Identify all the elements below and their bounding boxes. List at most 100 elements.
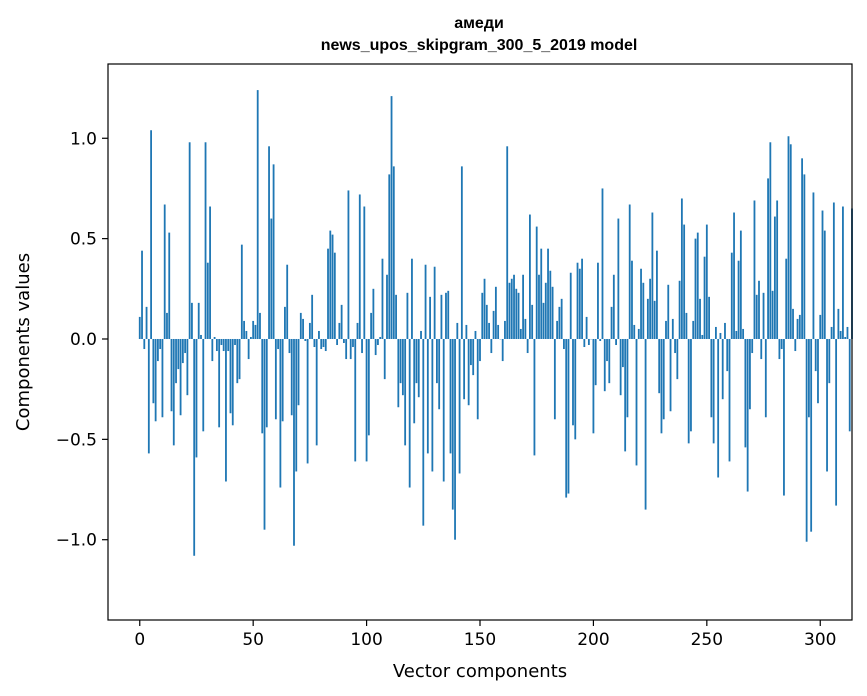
- bar-175: [535, 226, 538, 339]
- bar-11: [163, 204, 166, 339]
- bar-221: [640, 268, 642, 339]
- bar-39: [227, 338, 230, 352]
- bar-171: [526, 338, 529, 354]
- bar-188: [565, 338, 568, 498]
- bar-271: [753, 200, 756, 339]
- bar-229: [658, 338, 661, 394]
- bar-104: [374, 338, 377, 356]
- bar-195: [581, 258, 583, 339]
- bar-95: [354, 338, 357, 462]
- bar-87: [336, 338, 338, 346]
- bar-7: [154, 338, 157, 422]
- bar-279: [771, 290, 774, 339]
- bar-286: [787, 136, 790, 339]
- bar-190: [569, 272, 572, 339]
- bar-2: [143, 338, 146, 350]
- bar-86: [333, 252, 336, 339]
- bar-25: [195, 338, 198, 458]
- bar-219: [635, 338, 638, 466]
- bar-287: [789, 144, 792, 339]
- bar-285: [785, 258, 788, 339]
- bar-54: [261, 338, 264, 434]
- bar-275: [762, 292, 765, 339]
- bar-63: [281, 338, 284, 422]
- bar-154: [488, 322, 490, 339]
- bar-130: [433, 266, 436, 339]
- bar-35: [218, 338, 221, 428]
- bar-121: [413, 338, 416, 424]
- bar-33: [213, 336, 216, 339]
- bar-276: [764, 338, 767, 418]
- bar-80: [320, 338, 323, 350]
- bar-99: [363, 206, 366, 339]
- bar-165: [513, 274, 515, 339]
- bar-256: [719, 332, 722, 339]
- bar-298: [814, 338, 817, 372]
- bar-205: [603, 338, 606, 392]
- bar-144: [465, 324, 468, 339]
- bar-129: [431, 338, 434, 472]
- bar-260: [728, 338, 731, 462]
- bar-56: [265, 338, 268, 428]
- chart-title: амеди: [454, 15, 504, 32]
- bar-288: [792, 308, 794, 339]
- bar-264: [737, 260, 740, 339]
- bar-120: [411, 258, 413, 339]
- bar-46: [243, 320, 245, 339]
- bar-197: [585, 316, 588, 339]
- bar-136: [447, 290, 450, 339]
- bar-308: [837, 308, 840, 339]
- bar-15: [172, 338, 175, 446]
- bar-116: [401, 338, 404, 396]
- bar-284: [783, 338, 785, 496]
- bar-204: [601, 188, 604, 339]
- bar-83: [327, 248, 329, 339]
- bar-107: [381, 258, 384, 339]
- bar-294: [805, 338, 808, 542]
- y-axis: −1.0 −0.5 0.0 0.5 1.0: [56, 129, 108, 551]
- bar-61: [277, 338, 280, 350]
- bar-34: [215, 338, 218, 352]
- bar-108: [383, 338, 386, 380]
- bar-238: [678, 280, 681, 339]
- bar-109: [386, 274, 388, 339]
- bar-174: [533, 338, 536, 456]
- bar-192: [574, 338, 577, 440]
- bar-292: [801, 158, 803, 339]
- bar-161: [504, 320, 506, 339]
- bar-91: [345, 338, 348, 360]
- bar-234: [669, 338, 672, 412]
- bar-309: [839, 330, 842, 339]
- bar-152: [483, 278, 486, 339]
- bar-89: [340, 304, 343, 339]
- bar-128: [429, 296, 431, 339]
- bar-97: [358, 194, 361, 339]
- bar-60: [274, 338, 277, 420]
- bar-222: [642, 282, 645, 339]
- bar-8: [157, 338, 159, 362]
- bar-247: [699, 298, 701, 339]
- bar-227: [653, 300, 656, 339]
- bar-250: [705, 224, 708, 339]
- bar-212: [619, 338, 622, 396]
- bar-302: [823, 230, 826, 339]
- bar-111: [390, 96, 393, 339]
- bar-202: [597, 262, 599, 339]
- bar-98: [361, 338, 363, 354]
- bar-52: [256, 90, 259, 339]
- bar-0: [138, 316, 141, 339]
- bar-217: [631, 260, 633, 339]
- bar-17: [177, 338, 180, 370]
- bar-269: [749, 338, 751, 410]
- bar-290: [796, 318, 799, 339]
- bar-9: [159, 338, 162, 350]
- bar-149: [476, 338, 479, 420]
- bar-141: [458, 338, 461, 474]
- bar-44: [238, 338, 241, 380]
- bar-94: [352, 338, 354, 348]
- bar-3: [145, 306, 148, 339]
- bar-163: [508, 282, 511, 339]
- bar-169: [522, 274, 524, 339]
- bar-81: [322, 338, 325, 348]
- bar-164: [510, 278, 513, 339]
